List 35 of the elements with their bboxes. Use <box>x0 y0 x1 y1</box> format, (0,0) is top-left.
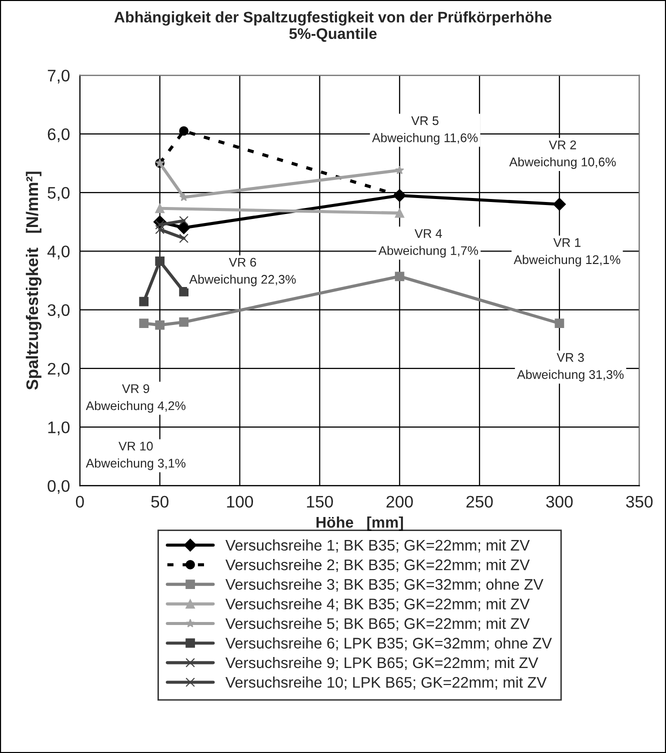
x-tick-label: 150 <box>307 496 333 508</box>
annotation: VR 5 Abweichung 11,6% <box>372 116 478 145</box>
y-tick-label: 6,0 <box>48 128 70 142</box>
annotation: VR 3 Abweichung 31,3% <box>517 353 624 382</box>
annotation: VR 4 Abweichung 1,7% <box>378 229 478 258</box>
y-axis-title: Spaltzugfestigkeit [N/mm²] <box>26 172 42 390</box>
legend-label: Versuchsreihe 5; BK B65; GK=22mm; mit ZV <box>225 618 530 631</box>
x-tick-label: 250 <box>466 496 493 508</box>
x-tick-label: 100 <box>227 496 254 508</box>
annotation: VR 1 Abweichung 12,1% <box>514 238 620 267</box>
y-tick-label: 1,0 <box>48 421 70 436</box>
legend-label: Versuchsreihe 4; BK B35; GK=22mm; mit ZV <box>225 598 530 612</box>
legend-label: Versuchsreihe 1; BK B35; GK=22mm; mit ZV <box>225 539 530 552</box>
y-tick-label: 3,0 <box>48 304 70 318</box>
annotation: VR 9 Abweichung 4,2% <box>86 384 186 413</box>
x-axis-title: Höhe [mm] <box>316 516 403 531</box>
x-tick-label: 50 <box>151 496 168 508</box>
legend-label: Versuchsreihe 9; LPK B65; GK=22mm; mit ZV <box>225 656 538 670</box>
x-tick-label: 300 <box>546 496 573 508</box>
x-tick-label: 200 <box>386 496 413 508</box>
legend-label: Versuchsreihe 10; LPK B65; GK=22mm; mit ZV <box>225 676 547 690</box>
legend-label: Versuchsreihe 6; LPK B35; GK=32mm; ohne ZV <box>225 637 552 650</box>
annotation: VR 10 Abweichung 3,1% <box>86 442 186 470</box>
y-tick-label: 4,0 <box>47 246 70 260</box>
legend-label: Versuchsreihe 3; BK B35; GK=32mm; ohne ZV <box>225 578 544 592</box>
legend-label: Versuchsreihe 2; BK B35; GK=22mm; mit ZV <box>225 559 530 572</box>
annotation: VR 2 Abweichung 10,6% <box>509 140 616 169</box>
y-tick-label: 0,0 <box>48 480 70 494</box>
y-tick-label: 7,0 <box>48 70 70 84</box>
annotation: VR 6 Abweichung 22,3% <box>189 258 296 286</box>
y-tick-label: 5,0 <box>48 186 70 201</box>
x-tick-label: 0 <box>76 496 84 508</box>
x-tick-label: 350 <box>626 496 653 508</box>
y-tick-label: 2,0 <box>48 362 70 377</box>
chart-title: Abhängigkeit der Spaltzugfestigkeit von der Prüfkörperhöhe 5%-Quantile <box>114 11 552 42</box>
